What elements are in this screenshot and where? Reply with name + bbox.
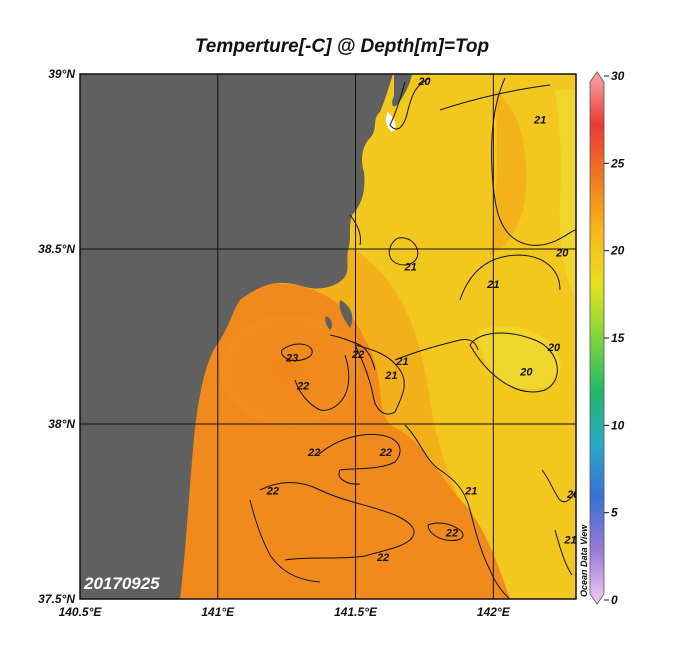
contour-label: 20 — [566, 489, 580, 501]
contour-label: 22 — [445, 528, 458, 540]
lat-tick-label: 37.5°N — [38, 592, 75, 606]
contour-label: 22 — [266, 486, 279, 498]
colorbar-tick-label: 20 — [610, 244, 625, 258]
contour-label: 21 — [486, 279, 499, 291]
contour-label: 22 — [351, 349, 364, 361]
land-peninsula-north — [392, 74, 412, 107]
lon-tick-label: 140.5°E — [59, 605, 103, 619]
contour-label: 23 — [285, 353, 298, 365]
map-frame — [79, 73, 577, 600]
contour-label: 22 — [307, 447, 320, 459]
sea-ne-streak — [490, 90, 527, 255]
land-island — [339, 300, 353, 328]
lon-tick-label: 142°E — [477, 605, 511, 619]
grid-lines — [80, 74, 576, 599]
map-plot-area: 20 21 20 21 21 20 20 22 21 21 23 22 22 22 21 22 22 22 20 21… — [80, 74, 580, 599]
contour-label: 22 — [376, 552, 389, 564]
date-stamp: 20170925 — [83, 574, 160, 593]
colorbar-tick-label: 30 — [611, 69, 625, 83]
contour-label: 21 — [563, 535, 576, 547]
colorbar-tick-label: 15 — [611, 331, 625, 345]
sea-cool-patch-east — [479, 326, 561, 389]
contour-label: 20 — [555, 248, 569, 260]
colorbar-gradient — [589, 71, 605, 605]
lat-tick-label: 38.5°N — [38, 242, 75, 256]
colorbar-ticks: 0 5 10 15 20 25 30 — [604, 69, 625, 607]
contour-label: 22 — [379, 447, 392, 459]
contour-label: 21 — [404, 262, 417, 274]
contour-label: 20 — [547, 342, 561, 354]
coast-white-gap — [385, 112, 396, 132]
land-islet — [325, 316, 333, 330]
contour-labels: 20 21 20 21 21 20 20 22 21 21 23 22 22 22 21 22 22 22 20 21 — [266, 76, 580, 564]
lon-ticks: 140.5°E 141°E 141.5°E 142°E — [59, 605, 511, 619]
contour-label: 21 — [384, 370, 397, 382]
contour-label: 22 — [296, 381, 309, 393]
map-title: Temperture[-C] @ Depth[m]=Top — [194, 36, 490, 57]
contour-label: 21 — [395, 356, 408, 368]
colorbar-tick-label: 25 — [610, 156, 625, 170]
contour-label: 20 — [417, 76, 431, 88]
ocean-data-view-watermark: Ocean Data View — [579, 524, 589, 597]
lon-tick-label: 141.5°E — [334, 605, 378, 619]
colorbar-tick-label: 10 — [611, 418, 625, 432]
contour-label: 20 — [519, 367, 533, 379]
lat-tick-label: 38°N — [48, 417, 75, 431]
lat-ticks: 39°N 38.5°N 38°N 37.5°N — [38, 67, 75, 606]
contour-label: 21 — [533, 115, 546, 127]
sea-cool-patch-edge — [555, 90, 576, 300]
land-mass — [80, 74, 393, 599]
lon-tick-label: 141°E — [201, 605, 235, 619]
lat-tick-label: 39°N — [48, 67, 75, 81]
colorbar-tick-label: 0 — [611, 593, 618, 607]
colorbar: 0 5 10 15 20 25 30 — [589, 69, 625, 607]
contour-lines — [249, 77, 576, 599]
warm-core — [220, 315, 360, 425]
colorbar-tick-label: 5 — [611, 506, 618, 520]
contour-label: 21 — [464, 486, 477, 498]
